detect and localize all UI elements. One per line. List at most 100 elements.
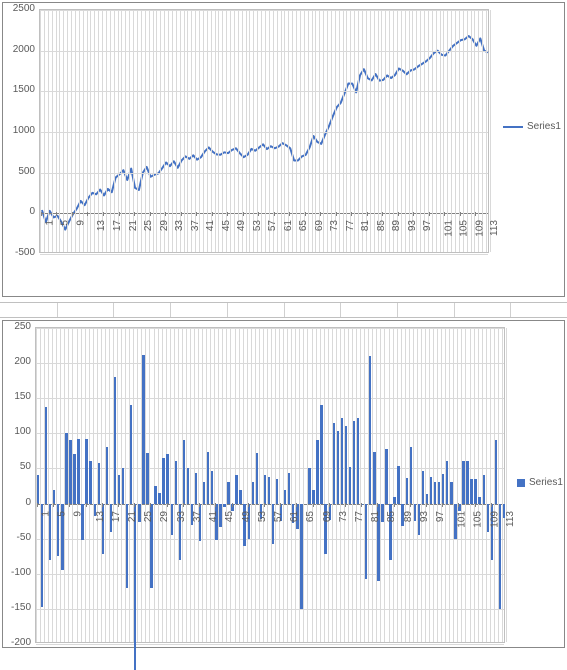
bar [300, 504, 302, 609]
bar [272, 504, 274, 545]
x-tick-label: 113 [489, 220, 500, 236]
bar [381, 504, 383, 522]
bar [341, 418, 343, 504]
x-tick-label: 13 [95, 511, 106, 522]
x-tick-label: 37 [190, 220, 201, 231]
x-tick-label: 69 [322, 511, 333, 522]
bar [450, 482, 452, 503]
x-tick-label: 21 [127, 511, 138, 522]
page: -50005001000150020002500 159131721252933… [0, 0, 567, 650]
bar [85, 439, 87, 504]
bar [268, 477, 270, 504]
x-tick-label: 109 [489, 511, 500, 528]
x-tick-label: 17 [112, 220, 123, 231]
x-tick-label: 37 [192, 511, 203, 522]
x-tick-label: 41 [205, 220, 216, 231]
bar [353, 421, 355, 504]
bar [243, 504, 245, 546]
bar [73, 454, 75, 503]
bar [495, 440, 497, 503]
bar [106, 447, 108, 503]
y-tick-label: 1500 [5, 84, 35, 95]
bar [118, 475, 120, 503]
bar [89, 461, 91, 503]
x-tick-label: 53 [252, 220, 263, 231]
bar [462, 461, 464, 503]
bar [430, 477, 432, 504]
x-tick-label: 57 [273, 511, 284, 522]
bar [308, 468, 310, 503]
y-tick-label: 150 [1, 391, 31, 402]
sheet-row-guide [0, 302, 567, 318]
x-tick-label: 29 [160, 511, 171, 522]
x-tick-label: 85 [376, 220, 387, 231]
x-tick-label: 73 [338, 511, 349, 522]
x-tick-label: 89 [403, 511, 414, 522]
x-tick-label: 21 [128, 220, 139, 231]
line-chart-legend: Series1 [503, 121, 561, 132]
bar [288, 473, 290, 503]
y-tick-label: -500 [5, 247, 35, 258]
x-tick-label: 25 [143, 511, 154, 522]
bar [130, 405, 132, 503]
bar [357, 418, 359, 504]
bar-chart-plot [35, 327, 505, 643]
bar [337, 431, 339, 503]
bar [183, 440, 185, 503]
x-tick-label: 97 [435, 511, 446, 522]
bar [422, 471, 424, 503]
bar [37, 475, 39, 503]
bar [227, 482, 229, 503]
bar [235, 475, 237, 503]
x-tick-label: 65 [305, 511, 316, 522]
bar [211, 471, 213, 504]
x-tick-label: 65 [298, 220, 309, 231]
y-tick-label: 2500 [5, 3, 35, 14]
y-tick-label: 1000 [5, 125, 35, 136]
bar [312, 490, 314, 504]
bar [466, 461, 468, 503]
x-tick-label: 1 [45, 220, 56, 226]
bar [69, 440, 71, 503]
x-tick-label: 81 [360, 220, 371, 231]
bar [276, 479, 278, 504]
x-tick-label: 57 [267, 220, 278, 231]
x-tick-label: 5 [60, 220, 71, 226]
bar [446, 461, 448, 503]
x-tick-label: 77 [354, 511, 365, 522]
bar [122, 468, 124, 503]
bar [142, 355, 144, 503]
x-tick-label: 33 [176, 511, 187, 522]
bar [284, 490, 286, 504]
line-chart-plot [39, 9, 489, 253]
bar [345, 426, 347, 503]
bar [199, 504, 201, 541]
bar [406, 478, 408, 504]
bar [114, 377, 116, 503]
x-tick-label: 33 [174, 220, 185, 231]
bar [41, 504, 43, 608]
bar [134, 504, 136, 670]
bar [195, 473, 197, 503]
bar [365, 504, 367, 579]
bar [138, 504, 140, 522]
bar [264, 475, 266, 503]
bar [442, 474, 444, 503]
x-tick-label: 45 [224, 511, 235, 522]
bar [203, 482, 205, 503]
x-tick-label: 13 [97, 220, 108, 231]
x-tick-label: 69 [314, 220, 325, 231]
x-tick-label: 49 [236, 220, 247, 231]
legend-label: Series1 [529, 477, 563, 488]
bar [434, 482, 436, 503]
bar [320, 405, 322, 503]
bar [171, 504, 173, 536]
legend-label: Series1 [527, 121, 561, 132]
bar [98, 463, 100, 504]
x-tick-label: 17 [111, 511, 122, 522]
x-tick-label: 49 [241, 511, 252, 522]
x-tick-label: 61 [289, 511, 300, 522]
x-tick-label: 41 [208, 511, 219, 522]
bar [470, 479, 472, 504]
y-tick-label: 100 [1, 426, 31, 437]
